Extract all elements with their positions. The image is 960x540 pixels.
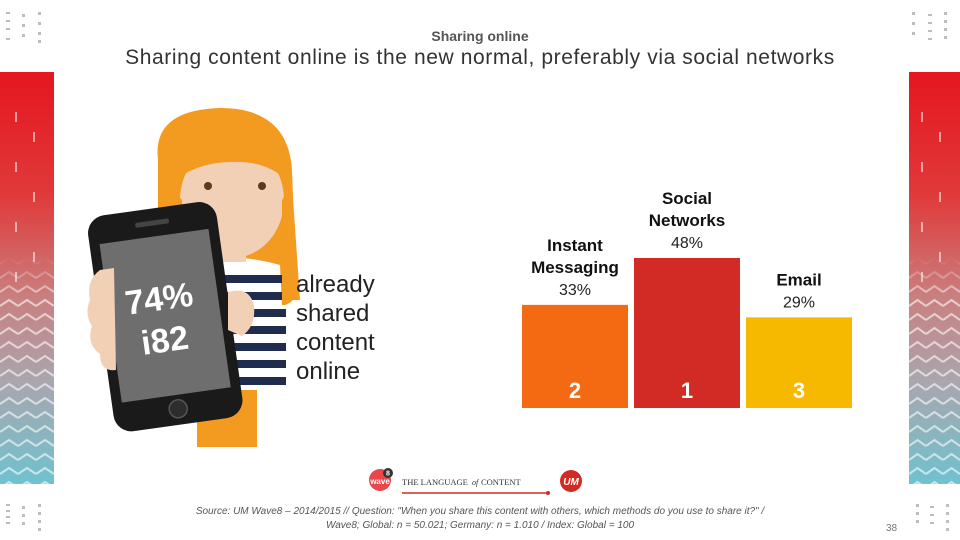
slide-subtitle: Sharing online: [431, 28, 529, 44]
hair-right-strand: [282, 184, 300, 300]
caption-line: online: [296, 358, 361, 385]
tagline-post: CONTENT: [481, 477, 521, 487]
right-gradient-band: [909, 72, 960, 484]
chart-category-label: Messaging: [531, 258, 619, 277]
tagline-pre: THE LANGUAGE: [402, 477, 468, 487]
left-decorative-stripe: [0, 0, 56, 540]
caption-line: shared: [296, 300, 370, 327]
girl-with-phone-illustration: [87, 108, 300, 447]
left-bottom-code-marks: [6, 504, 41, 531]
um-logo-icon: [560, 470, 582, 492]
chart-category-label: Social: [662, 189, 712, 208]
footer-logo-bar: wave 8 THE LANGUAGE of CONTENT UM: [369, 468, 582, 495]
chart-bar-rank: 3: [793, 378, 805, 403]
caption-line: content: [296, 329, 375, 356]
right-eye: [258, 182, 266, 190]
left-top-code-marks: [6, 12, 41, 43]
chart-bar: [634, 258, 740, 408]
already-shared-caption: already shared content online: [296, 270, 375, 386]
right-top-code-marks: [912, 12, 947, 40]
chart-bar-rank: 1: [681, 378, 693, 403]
left-hand: [87, 268, 116, 371]
page-number: 38: [886, 523, 898, 534]
tagline-of: of: [472, 478, 480, 487]
hair-fringe: [168, 124, 293, 186]
source-line: Source: UM Wave8 – 2014/2015 // Question…: [195, 506, 765, 517]
wave-logo-number: 8: [386, 471, 390, 478]
right-bottom-code-marks: [916, 504, 949, 531]
tagline-underline-dot: [546, 491, 550, 495]
caption-line: already: [296, 271, 375, 298]
sharing-methods-bar-chart: 2 33% Instant Messaging 1 48% Social Networks 3 2…: [522, 189, 852, 408]
chart-bar: [746, 317, 852, 408]
left-eye: [204, 182, 212, 190]
source-line: Wave8; Global: n = 50.021; Germany: n = …: [325, 520, 635, 531]
right-hand: [228, 290, 255, 336]
wave-logo-text: wave: [369, 477, 390, 486]
phone: [88, 202, 243, 432]
chart-category-label: Networks: [649, 211, 726, 230]
source-note: Source: UM Wave8 – 2014/2015 // Question…: [120, 505, 840, 533]
chart-category-label: Email: [776, 270, 821, 289]
chart-value-label: 33%: [559, 282, 591, 299]
phone-stat: 74% i82: [107, 271, 218, 368]
chart-category-label: Instant: [547, 236, 603, 255]
chart-bar: [522, 304, 628, 408]
left-gradient-band: [0, 72, 54, 484]
right-decorative-stripe: [904, 0, 960, 540]
chart-value-label: 48%: [671, 235, 703, 252]
slide-title: Sharing content online is the new normal…: [125, 46, 835, 69]
chart-bar-rank: 2: [569, 378, 581, 403]
um-logo-text: UM: [563, 477, 579, 488]
chart-value-label: 29%: [783, 294, 815, 311]
wave-number-badge: [383, 468, 393, 478]
